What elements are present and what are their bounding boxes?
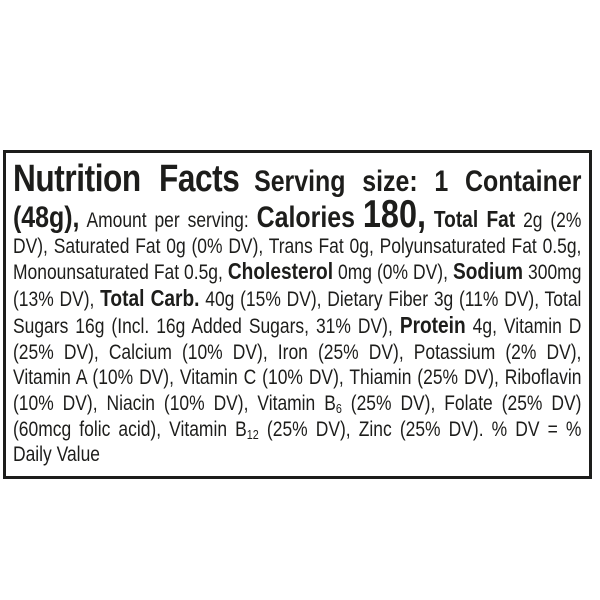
- sodium-value: 300mg (13% DV),: [13, 261, 582, 312]
- nutrition-label: Nutrition Facts Serving size: 1 Containe…: [3, 150, 592, 480]
- cholesterol-value: 0mg (0% DV),: [338, 261, 448, 285]
- calories-label: Calories: [256, 201, 355, 234]
- protein-label: Protein: [399, 311, 466, 338]
- carb-details: 40g (15% DV), Dietary Fiber 3g (11% DV),…: [13, 288, 582, 338]
- label-text-block: Nutrition Facts Serving size: 1 Containe…: [13, 156, 581, 468]
- vitamins-part1: 4g, Vitamin D (25% DV), Calcium (10% DV)…: [13, 314, 582, 415]
- vitamin-b6-subscript: 6: [335, 400, 342, 416]
- cholesterol-label: Cholesterol: [227, 258, 334, 285]
- vitamins-part3-and-footnote: (25% DV), Zinc (25% DV). % DV = % Daily …: [13, 417, 582, 467]
- total-fat-label: Total Fat: [433, 206, 516, 232]
- vitamins-part2: (25% DV), Folate (25% DV) (60mcg folic a…: [13, 391, 582, 441]
- fat-details: 2g (2% DV), Saturated Fat 0g (0% DV), Tr…: [13, 209, 582, 285]
- vitamin-b12-subscript: 12: [246, 426, 259, 442]
- serving-size: Serving size: 1 Container (48g),: [13, 165, 582, 234]
- total-carb-label: Total Carb.: [100, 285, 200, 312]
- calories-value: 180,: [362, 193, 426, 236]
- sodium-label: Sodium: [452, 258, 524, 285]
- nutrition-text-paragraph: Nutrition Facts Serving size: 1 Containe…: [13, 156, 581, 468]
- label-title: Nutrition Facts: [13, 158, 240, 200]
- amount-per-serving-label: Amount per serving:: [86, 209, 249, 232]
